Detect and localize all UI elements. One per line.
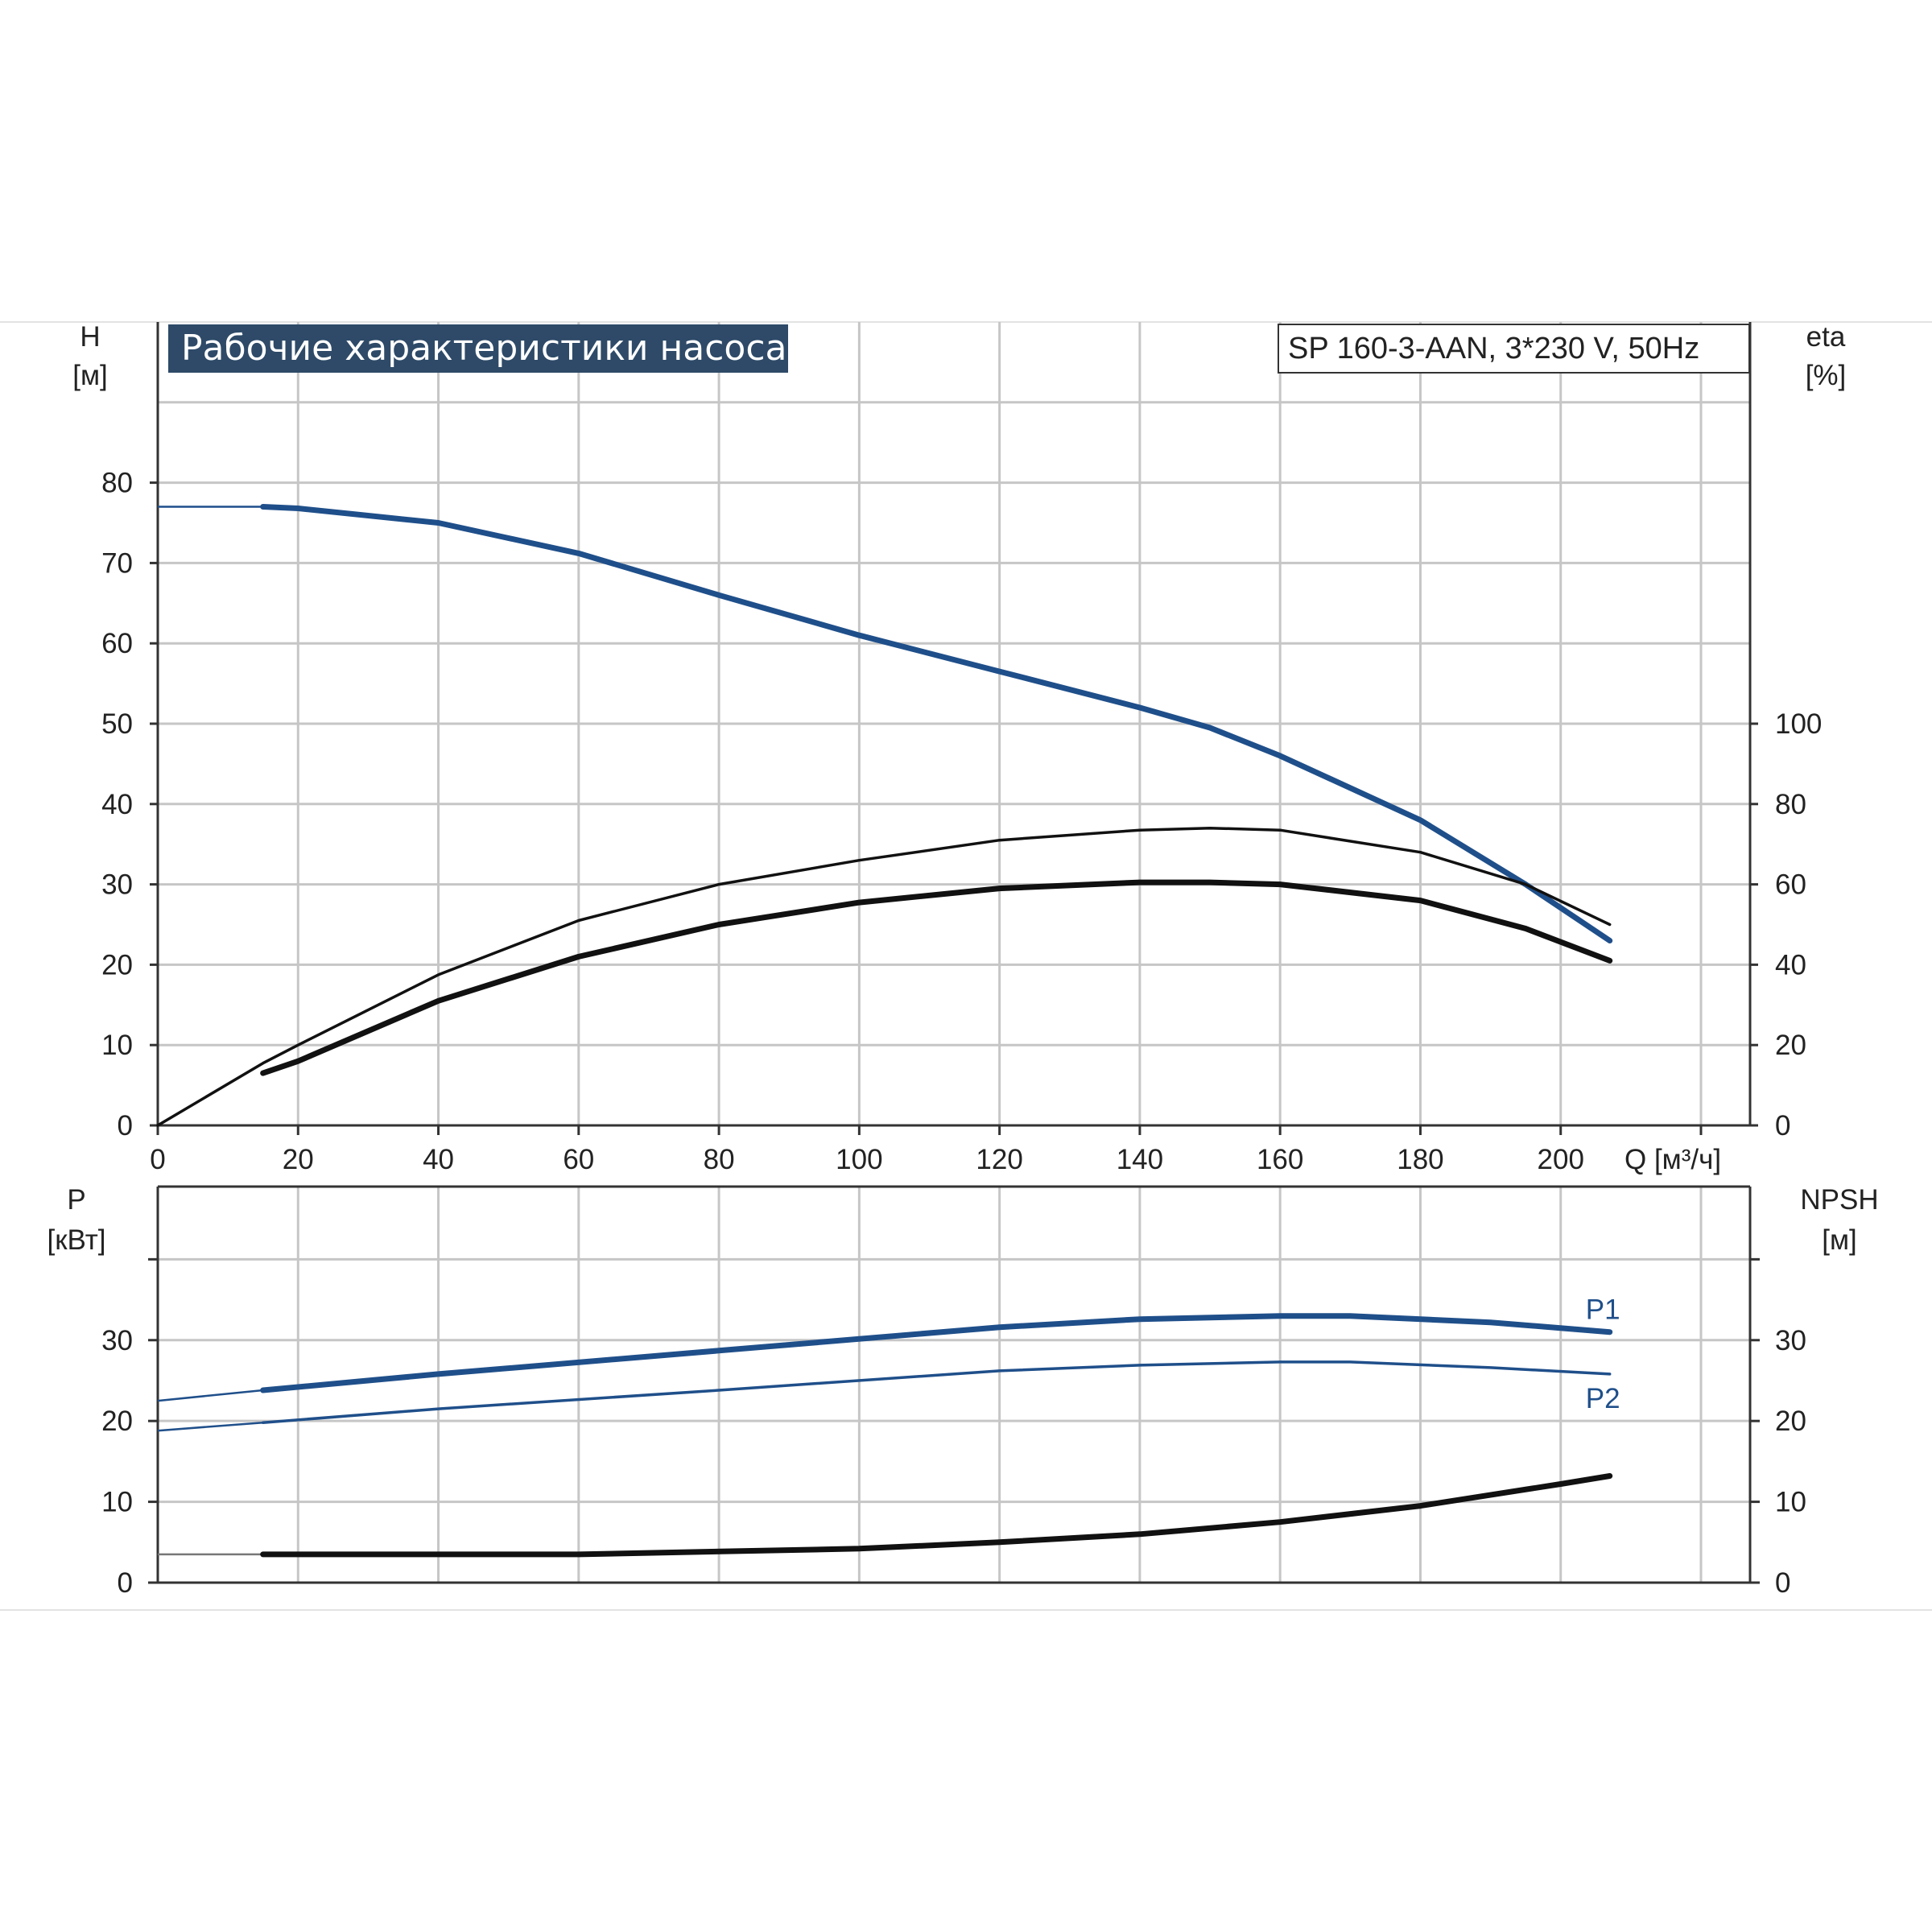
top-y-right-tick-label: 0 [1775, 1110, 1790, 1141]
efficiency-curve-thin [156, 826, 1612, 1127]
bottom-chart-axes [148, 1185, 1760, 1584]
top-y-right-tick-label: 20 [1775, 1030, 1806, 1061]
bottom-chart-grid [158, 1187, 1750, 1583]
top-x-tick-label: 0 [150, 1144, 165, 1175]
top-y-left-label-symbol: H [80, 321, 100, 353]
top-y-right-tick-label: 80 [1775, 789, 1806, 820]
bottom-y-right-tick-label: 20 [1775, 1406, 1806, 1437]
bottom-y-left-tick-label: 10 [101, 1487, 133, 1518]
p1-curve-label: P1 [1586, 1294, 1620, 1326]
top-x-tick-label: 40 [423, 1144, 454, 1175]
bottom-chart-tick-labels: 0 10 20 30 0 10 20 30 [101, 1325, 1806, 1599]
top-x-tick-label: 160 [1257, 1144, 1303, 1175]
top-y-left-tick-label: 40 [101, 789, 133, 820]
head-curve [260, 504, 1613, 943]
top-y-left-tick-label: 10 [101, 1030, 133, 1061]
model-label: SP 160-3-AAN, 3*230 V, 50Hz [1288, 332, 1699, 365]
npsh-curve [260, 1473, 1613, 1558]
bottom-y-right-tick-label: 0 [1775, 1567, 1790, 1599]
chart-title-background [168, 324, 788, 373]
bottom-y-left-tick-label: 30 [101, 1325, 133, 1356]
bottom-y-left-label-unit: [кВт] [47, 1224, 106, 1256]
top-y-left-tick-label: 30 [101, 869, 133, 901]
top-x-tick-label: 80 [704, 1144, 735, 1175]
top-x-tick-label: 200 [1538, 1144, 1584, 1175]
bottom-y-left-tick-label: 0 [118, 1567, 133, 1599]
model-box [1278, 324, 1750, 374]
p1-curve [260, 1313, 1613, 1393]
bottom-y-left-label-symbol: P [67, 1184, 85, 1216]
p2-curve-lead [157, 1421, 263, 1432]
top-y-left-tick-label: 50 [101, 708, 133, 740]
top-y-left-tick-label: 70 [101, 547, 133, 579]
top-y-left-label-unit: [м] [72, 360, 108, 391]
top-y-left-tick-label: 0 [118, 1110, 133, 1141]
top-y-right-label-symbol: eta [1806, 321, 1846, 353]
bottom-y-left-tick-label: 20 [101, 1406, 133, 1437]
top-y-right-label-unit: [%] [1806, 360, 1847, 391]
top-y-left-tick-label: 80 [101, 468, 133, 499]
top-chart-series [156, 504, 1613, 1127]
bottom-y-right-label-unit: [м] [1822, 1224, 1857, 1256]
bottom-chart-series [157, 1313, 1613, 1558]
top-x-tick-label: 120 [976, 1144, 1022, 1175]
p2-curve [261, 1360, 1612, 1424]
top-y-left-tick-label: 20 [101, 949, 133, 980]
bottom-y-right-label-symbol: NPSH [1800, 1184, 1878, 1216]
top-x-tick-label: 100 [836, 1144, 882, 1175]
top-y-left-tick-label: 60 [101, 628, 133, 659]
top-chart-axes [150, 322, 1758, 1135]
p1-curve-lead [157, 1389, 263, 1402]
top-chart-grid [158, 322, 1750, 1125]
p2-curve-label: P2 [1586, 1383, 1620, 1414]
top-x-tick-label: 60 [563, 1144, 594, 1175]
chart-title: Рабочие характеристики насоса [181, 328, 786, 369]
x-axis-label: Q [м³/ч] [1624, 1144, 1721, 1175]
top-y-right-tick-label: 40 [1775, 949, 1806, 980]
top-y-right-tick-label: 60 [1775, 869, 1806, 901]
top-x-tick-label: 20 [283, 1144, 314, 1175]
top-y-right-tick-label: 100 [1775, 708, 1822, 740]
bottom-y-right-tick-label: 10 [1775, 1487, 1806, 1518]
top-chart-tick-labels: 0 20 40 60 80 100 120 140 160 180 2000102030405060… [101, 468, 1822, 1175]
top-x-tick-label: 180 [1397, 1144, 1443, 1175]
bottom-y-right-tick-label: 30 [1775, 1325, 1806, 1356]
top-x-tick-label: 140 [1117, 1144, 1163, 1175]
efficiency-curve-thick [260, 879, 1613, 1076]
